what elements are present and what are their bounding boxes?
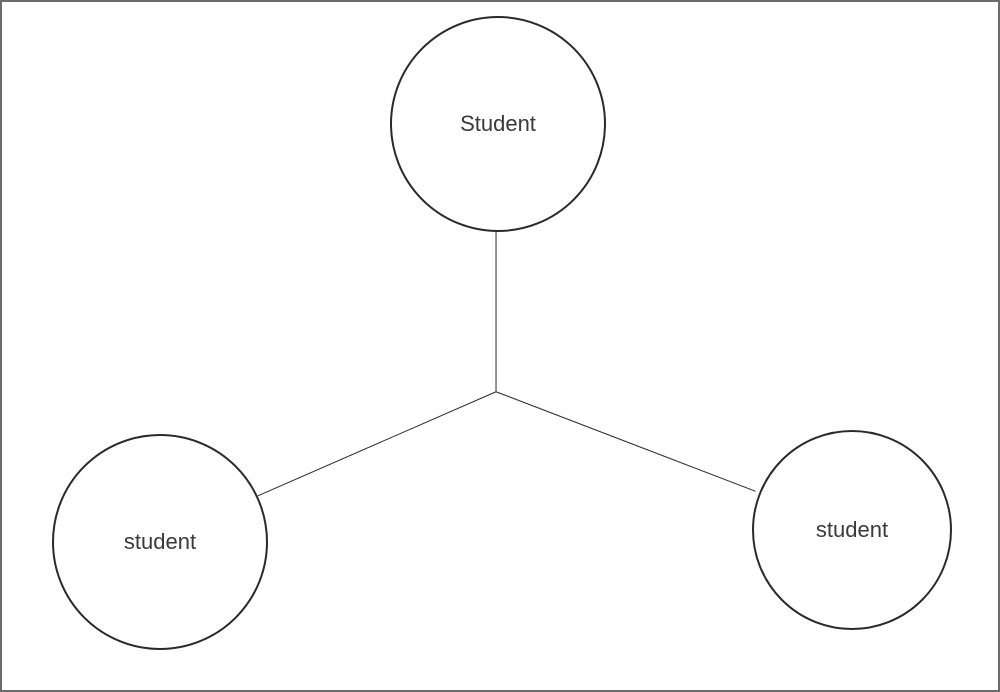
node-top: Student — [390, 16, 606, 232]
node-label-top: Student — [460, 111, 536, 137]
node-left: student — [52, 434, 268, 650]
diagram-canvas: Student student student — [0, 0, 1000, 692]
edge-1 — [258, 392, 496, 496]
node-label-right: student — [816, 517, 888, 543]
edge-2 — [496, 392, 756, 492]
node-label-left: student — [124, 529, 196, 555]
node-right: student — [752, 430, 952, 630]
